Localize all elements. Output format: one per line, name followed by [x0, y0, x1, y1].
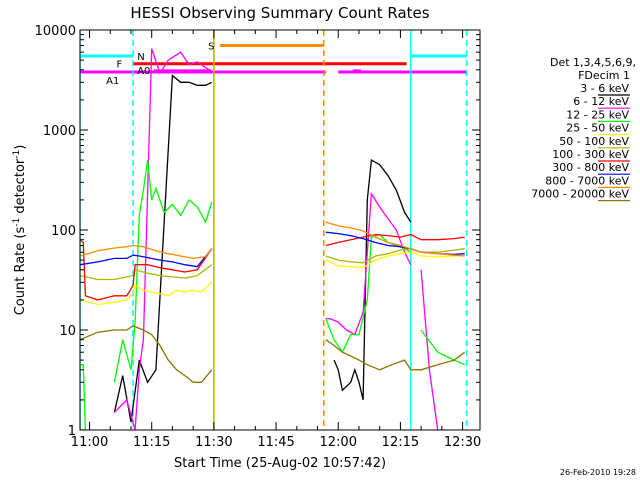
x-axis-label: Start Time (25-Aug-02 10:57:42): [174, 456, 386, 471]
y-tick-label: 10: [59, 324, 76, 339]
flag-label: A0: [137, 66, 150, 77]
series-line: [325, 339, 466, 371]
series-1: [80, 74, 412, 430]
x-tick-label: 11:45: [257, 435, 294, 450]
legend-entry: 12 - 25 keV: [566, 108, 629, 121]
legend-header-line-1: Det 1,3,4,5,6,9,: [550, 56, 636, 69]
legend-entry: 800 - 7000 keV: [545, 174, 629, 187]
series-2: [113, 48, 446, 430]
x-tick-label: 11:00: [71, 435, 108, 450]
series-line: [325, 233, 412, 354]
legend-entry: 25 - 50 keV: [566, 122, 629, 135]
series-line: [420, 269, 446, 430]
flag-label: F: [116, 60, 122, 71]
generation-timestamp: 26-Feb-2010 19:28: [560, 468, 636, 477]
series-line: [80, 364, 87, 430]
series-6: [80, 233, 465, 301]
series-line: [80, 281, 213, 306]
series-5: [80, 248, 465, 281]
flag-label: S: [208, 41, 214, 52]
series-line: [80, 239, 213, 301]
legend-entry: 6 - 12 keV: [573, 95, 629, 108]
series-line: [113, 160, 213, 383]
y-tick-label: 100: [51, 224, 76, 239]
series-line: [325, 233, 465, 247]
series-9: [80, 325, 466, 383]
series-line: [113, 74, 213, 423]
series-line: [325, 248, 465, 264]
x-tick-label: 12:15: [382, 435, 419, 450]
series-line: [325, 221, 465, 257]
legend-entry: 7000 - 20000 keV: [531, 188, 629, 201]
series-line: [325, 191, 412, 336]
series-line: [325, 251, 465, 269]
y-tick-label: 1: [68, 424, 76, 439]
legend-entry: 3 - 6 keV: [580, 82, 629, 95]
y-tick-label: 10000: [35, 24, 76, 39]
series-4: [80, 251, 465, 306]
series-8: [80, 221, 465, 260]
series-line: [80, 248, 213, 268]
x-tick-label: 12:30: [444, 435, 481, 450]
series-line: [80, 244, 213, 260]
series-line: [420, 329, 465, 366]
flag-label: N: [137, 52, 144, 63]
legend-entry: 100 - 300 keV: [552, 148, 629, 161]
y-tick-label: 1000: [43, 124, 76, 139]
series-line: [113, 48, 213, 430]
legend-entry: 300 - 800 keV: [552, 161, 629, 174]
y-axis-label: Count Rate (s-1 detector-1): [12, 145, 28, 316]
series-line: [80, 264, 213, 281]
legend-entry: 50 - 100 keV: [559, 135, 629, 148]
legend-header-line-2: FDecim 1: [578, 69, 630, 82]
series-line: [333, 159, 412, 401]
x-tick-label: 12:00: [320, 435, 357, 450]
series-line: [80, 325, 213, 383]
flag-label: A1: [106, 76, 119, 87]
chart-title: HESSI Observing Summary Count Rates: [130, 4, 429, 22]
x-tick-label: 11:30: [195, 435, 232, 450]
x-tick-label: 11:15: [133, 435, 170, 450]
